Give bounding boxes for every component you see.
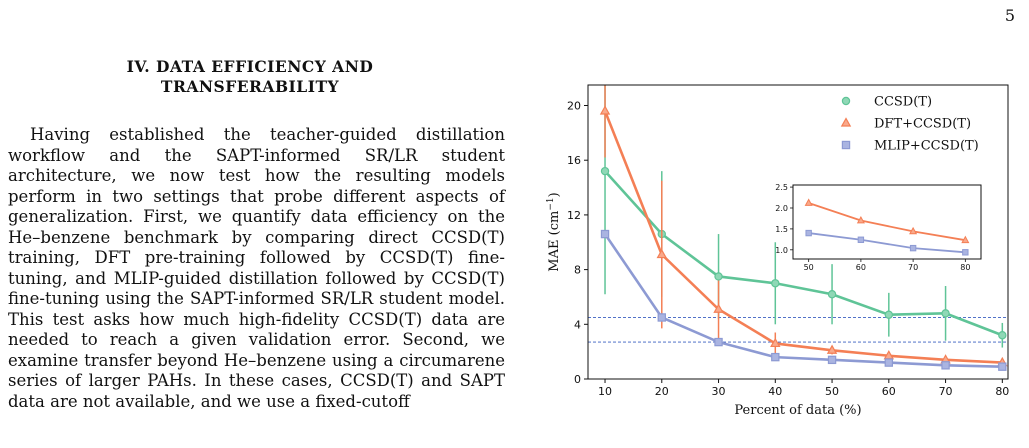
inset-data-point [805, 229, 812, 237]
data-point [714, 337, 723, 347]
inset-data-point [909, 244, 917, 252]
legend-entry: MLIP+CCSD(T) [841, 139, 979, 154]
data-point [827, 290, 837, 299]
data-point [884, 358, 894, 367]
x-tick-label: 10 [598, 385, 612, 398]
data-point [941, 309, 950, 318]
x-tick-label: 80 [995, 385, 1009, 398]
data-point [771, 279, 780, 288]
inset-data-point [856, 215, 865, 224]
inset-x-tick-label: 70 [908, 263, 918, 272]
data-point [713, 303, 724, 313]
data-point [599, 105, 611, 115]
inset-series-triangle [804, 198, 970, 244]
inset-x-tick-label: 50 [804, 263, 814, 272]
y-tick-label: 16 [567, 154, 581, 167]
series-line [604, 170, 1003, 337]
inset-series-line [808, 202, 966, 242]
page-number: 5 [1004, 6, 1015, 25]
y-tick-label: 0 [574, 373, 581, 386]
data-point [600, 166, 610, 176]
y-tick-label: 20 [567, 100, 581, 113]
data-point [884, 310, 894, 319]
x-tick-label: 20 [655, 385, 669, 398]
data-point [998, 362, 1007, 371]
inset-y-tick-label: 2.5 [775, 183, 788, 192]
series-line [603, 233, 1003, 368]
data-point [827, 355, 837, 365]
section-title: IV. DATA EFFICIENCY AND TRANSFERABILITY [0, 57, 500, 97]
inset-x-tick-label: 60 [856, 263, 866, 272]
data-point [941, 361, 950, 370]
section-title-line-1: IV. DATA EFFICIENCY AND [126, 57, 374, 76]
inset-x-tick-label: 80 [960, 263, 970, 272]
x-tick-label: 60 [882, 385, 896, 398]
data-point [657, 313, 666, 322]
legend-entry: CCSD(T) [841, 95, 932, 110]
inset-data-point [804, 198, 813, 206]
body-paragraph: Having established the teacher-guided di… [8, 125, 505, 411]
y-axis-label: MAE (cm−1) [546, 192, 562, 271]
plot-frame [587, 84, 1009, 380]
legend-marker [840, 117, 852, 127]
y-tick-label: 8 [574, 264, 581, 277]
x-tick-label: 70 [939, 385, 953, 398]
series-line [603, 110, 1003, 364]
inset-data-point [962, 249, 969, 256]
inset-y-tick-label: 1.5 [775, 225, 788, 234]
inset-data-point [909, 226, 918, 235]
inset-data-point [857, 236, 865, 243]
data-point [998, 331, 1007, 340]
data-point [771, 352, 780, 362]
data-point [770, 337, 781, 348]
legend-entry: DFT+CCSD(T) [840, 117, 971, 132]
data-point [600, 229, 610, 239]
inset-frame [792, 184, 982, 260]
inset-series-line [808, 232, 966, 254]
legend-label: CCSD(T) [874, 95, 932, 110]
y-tick-label: 4 [574, 318, 581, 331]
section-title-line-2: TRANSFERABILITY [160, 77, 340, 96]
series-triangle [599, 85, 1008, 367]
legend-marker [841, 140, 851, 150]
legend-label: MLIP+CCSD(T) [874, 139, 979, 154]
data-point [656, 248, 668, 259]
x-tick-label: 30 [712, 385, 726, 398]
x-tick-label: 50 [825, 385, 839, 398]
inset-series-square [805, 229, 969, 256]
y-tick-label: 12 [567, 209, 581, 222]
data-point [826, 344, 838, 354]
inset-y-tick-label: 1.0 [775, 246, 788, 255]
x-axis-label: Percent of data (%) [734, 403, 861, 418]
inset-y-tick-label: 2.0 [775, 204, 788, 213]
series-square [600, 229, 1007, 371]
legend-label: DFT+CCSD(T) [874, 117, 971, 132]
x-tick-label: 40 [768, 385, 782, 398]
inset-data-point [961, 235, 970, 244]
data-point [714, 272, 723, 281]
legend-marker [841, 96, 851, 106]
